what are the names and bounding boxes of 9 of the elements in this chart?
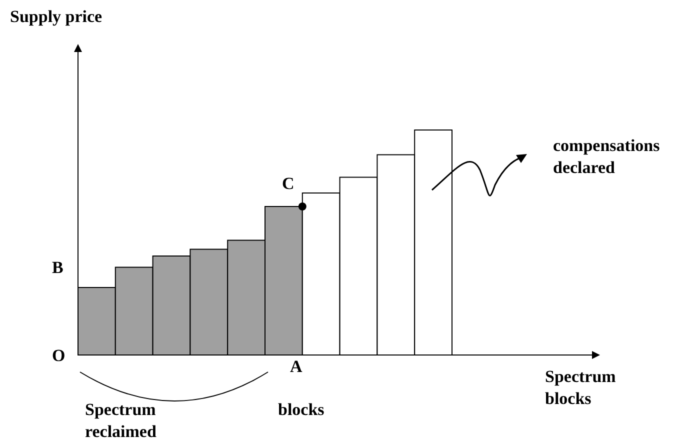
text: Spectrum blocks [545,367,616,408]
text: Supply price [10,7,103,26]
text: A [290,357,303,376]
text: O [52,346,66,365]
annotation: C [282,174,294,193]
text: blocks [278,400,325,419]
text: B [52,258,64,277]
text: compensations declared [553,136,660,177]
text: Spectrum reclaimed [85,400,157,441]
